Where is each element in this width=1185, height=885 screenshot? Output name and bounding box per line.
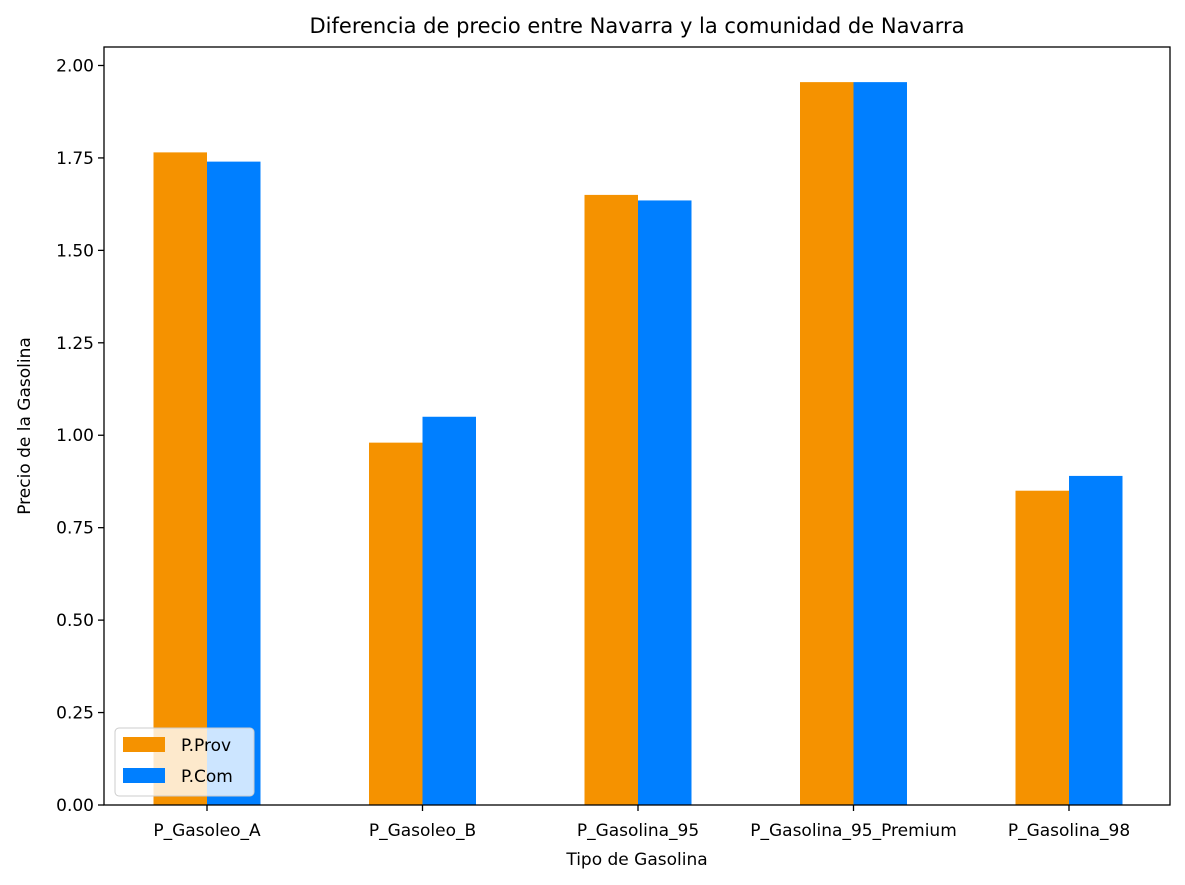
legend-swatch (123, 768, 165, 783)
x-axis-label: Tipo de Gasolina (565, 850, 707, 870)
x-tick-label: P_Gasoleo_B (369, 821, 476, 841)
y-axis-label: Precio de la Gasolina (15, 337, 35, 515)
y-tick-label: 0.25 (56, 704, 94, 724)
y-axis-ticks: 0.00 0.25 0.50 0.75 1.00 1.25 1.50 1.75 2.00 (56, 56, 104, 816)
bar-p-prov-p-gasoleo-b (369, 442, 423, 805)
plot-area-frame (103, 46, 1171, 806)
x-tick-label: P_Gasolina_95_Premium (750, 821, 957, 841)
bars-group (153, 82, 1123, 805)
y-tick-label: 0.75 (56, 519, 94, 539)
legend-label: P.Com (181, 767, 233, 787)
bar-p-com-p-gasolina-98 (1069, 475, 1123, 805)
x-tick-label: P_Gasolina_95 (577, 821, 699, 841)
y-tick-label: 2.00 (56, 56, 94, 76)
y-tick-label: 1.00 (56, 426, 94, 446)
legend: P.Prov P.Com (114, 727, 255, 797)
chart-title: Diferencia de precio entre Navarra y la … (310, 14, 965, 38)
bar-p-com-p-gasoleo-b (422, 416, 476, 805)
bar-p-com-p-gasolina-95 (638, 200, 692, 805)
legend-label: P.Prov (181, 736, 231, 756)
bar-p-prov-p-gasoleo-a (153, 152, 207, 805)
y-tick-label: 1.50 (56, 241, 94, 261)
bar-p-prov-p-gasolina-95-premium (800, 82, 854, 805)
x-axis-ticks: P_Gasoleo_A P_Gasoleo_B P_Gasolina_95 P_Gas… (153, 805, 1130, 841)
x-tick-label: P_Gasolina_98 (1008, 821, 1130, 841)
bar-p-prov-p-gasolina-95 (584, 194, 638, 805)
legend-swatch (123, 737, 165, 752)
bar-p-com-p-gasolina-95-premium (853, 82, 907, 805)
x-tick-label: P_Gasoleo_A (153, 821, 261, 841)
y-tick-label: 0.50 (56, 611, 94, 631)
y-tick-label: 1.75 (56, 149, 94, 169)
bar-p-prov-p-gasolina-98 (1015, 490, 1069, 805)
bar-p-com-p-gasoleo-a (207, 161, 261, 805)
y-tick-label: 0.00 (56, 796, 94, 816)
y-tick-label: 1.25 (56, 334, 94, 354)
